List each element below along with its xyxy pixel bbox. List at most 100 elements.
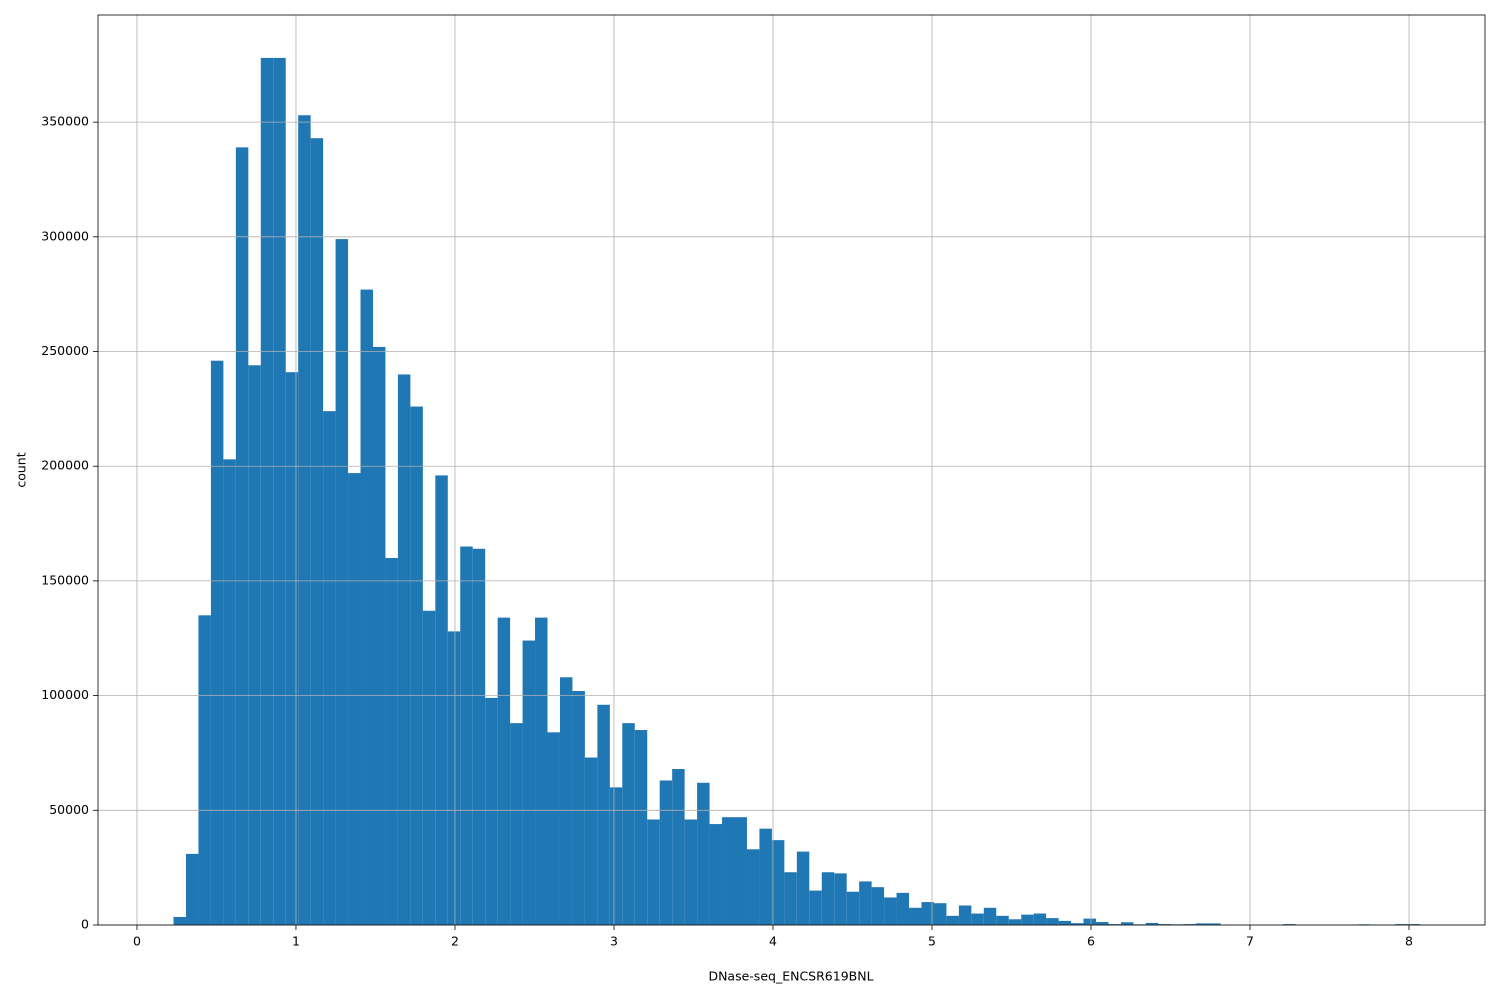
bar <box>896 892 910 925</box>
bar <box>1283 924 1296 925</box>
bar <box>1395 924 1408 925</box>
bar <box>1033 913 1047 925</box>
bar <box>572 691 585 925</box>
bar <box>609 787 623 925</box>
x-tick-label: 0 <box>133 934 141 949</box>
bar <box>647 819 660 925</box>
bar <box>335 239 349 925</box>
bar <box>235 147 249 925</box>
bar <box>348 473 361 925</box>
bar <box>510 723 523 925</box>
x-tick-label: 5 <box>928 934 936 949</box>
x-tick-label: 6 <box>1087 934 1095 949</box>
bar <box>435 475 448 925</box>
bar <box>1145 922 1159 925</box>
bar <box>385 557 398 925</box>
bar <box>983 907 997 925</box>
x-tick-label: 8 <box>1405 934 1413 949</box>
y-tick-label: 300000 <box>41 228 89 243</box>
y-axis-label: count <box>14 452 29 487</box>
bar <box>1208 923 1221 925</box>
bar <box>310 138 324 925</box>
bar <box>909 907 922 925</box>
bar <box>996 915 1009 925</box>
bar <box>410 406 423 925</box>
bar <box>397 374 411 926</box>
bar <box>522 640 536 925</box>
bar <box>1008 919 1022 925</box>
bar <box>1158 924 1171 925</box>
bar <box>622 723 635 925</box>
bar <box>921 902 934 925</box>
bar <box>535 617 548 925</box>
bar <box>634 730 648 925</box>
x-tick-label: 2 <box>451 934 459 949</box>
bar <box>223 459 236 925</box>
bar <box>946 915 959 925</box>
bar <box>697 782 710 925</box>
bar <box>422 610 436 925</box>
bar <box>846 891 860 925</box>
bar <box>460 546 473 925</box>
x-axis-label: DNase-seq_ENCSR619BNL <box>708 969 873 984</box>
bar <box>597 704 610 925</box>
bar <box>659 780 673 925</box>
bar <box>447 631 461 925</box>
bar <box>273 57 286 925</box>
bar <box>1120 922 1134 925</box>
bar <box>559 677 573 925</box>
bar <box>298 115 311 926</box>
bar <box>684 819 698 925</box>
bar <box>185 853 199 925</box>
bar <box>198 615 211 925</box>
bar <box>771 840 785 925</box>
bar <box>933 903 947 925</box>
bar <box>1021 914 1034 925</box>
x-tick-label: 3 <box>610 934 618 949</box>
bar <box>485 697 498 925</box>
y-tick-label: 50000 <box>49 802 89 817</box>
bar <box>1058 920 1072 925</box>
bar <box>497 617 511 925</box>
bar <box>210 360 224 926</box>
bar <box>796 851 810 925</box>
bar <box>1096 922 1109 925</box>
bar <box>821 872 835 925</box>
bar <box>173 916 186 925</box>
bar <box>248 365 261 925</box>
bar <box>958 905 972 925</box>
bar <box>547 732 560 925</box>
bar <box>709 824 723 925</box>
bar <box>834 873 847 925</box>
bar <box>722 817 735 925</box>
bar <box>871 887 885 925</box>
y-tick-label: 0 <box>81 917 89 932</box>
y-tick-label: 150000 <box>41 572 89 587</box>
bar <box>734 817 747 925</box>
bar <box>672 769 685 925</box>
bar <box>759 828 772 925</box>
bar <box>971 913 984 925</box>
x-tick-label: 1 <box>292 934 300 949</box>
y-tick-label: 350000 <box>41 114 89 129</box>
bar <box>859 881 872 925</box>
plot-frame <box>97 14 1486 926</box>
bar <box>285 372 299 926</box>
y-tick-label: 250000 <box>41 343 89 358</box>
bar <box>1083 918 1097 925</box>
bar <box>784 872 797 925</box>
bar <box>1046 918 1059 925</box>
bar <box>472 548 486 925</box>
y-tick-label: 100000 <box>41 687 89 702</box>
bar <box>1183 924 1196 925</box>
x-tick-label: 7 <box>1246 934 1254 949</box>
y-tick-label: 200000 <box>41 458 89 473</box>
bar <box>372 346 386 926</box>
x-tick-label: 4 <box>769 934 777 949</box>
bar <box>1407 924 1421 925</box>
bar <box>746 849 760 925</box>
bar <box>809 890 822 925</box>
bar <box>1195 923 1209 925</box>
bar <box>1108 924 1121 925</box>
